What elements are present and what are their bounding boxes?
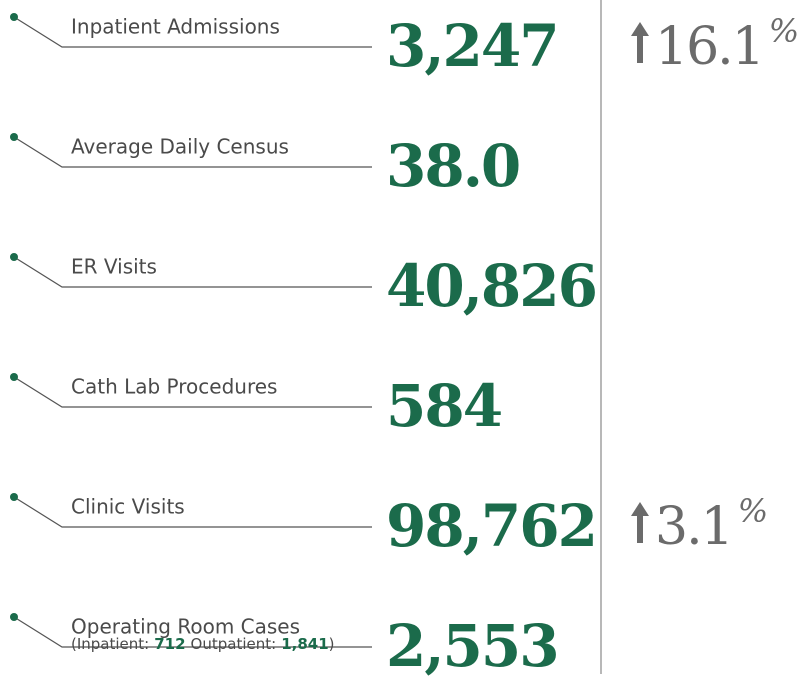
leader-line [13, 16, 372, 48]
note-label: Outpatient: [191, 635, 277, 653]
note-paren: ) [329, 635, 335, 653]
up-arrow [631, 502, 649, 543]
note-value: 712 [154, 635, 185, 653]
note-value: 1,841 [281, 635, 328, 653]
item-label: Inpatient Admissions [71, 15, 280, 39]
item-value: 98,762 [386, 492, 596, 560]
item-label: Cath Lab Procedures [71, 375, 277, 399]
bullet [10, 13, 18, 21]
leader-line [13, 616, 372, 648]
item-value: 2,553 [386, 612, 558, 680]
item-label: ER Visits [71, 255, 157, 279]
up-arrow [631, 22, 649, 63]
item-label: Clinic Visits [71, 495, 185, 519]
item-label: Operating Room Cases [71, 615, 300, 639]
leader-line [13, 256, 372, 288]
bullet [10, 493, 18, 501]
item-value: 3,247 [386, 12, 558, 80]
change-unit: % [769, 12, 798, 50]
change-value: 3.1 [655, 497, 732, 557]
item-note: (Inpatient: 712 Outpatient: 1,841) [71, 635, 335, 653]
note-paren: ( [71, 635, 77, 653]
note-label: Inpatient: [77, 635, 149, 653]
bullet [10, 133, 18, 141]
bullet [10, 253, 18, 261]
leader-line [13, 376, 372, 408]
item-label: Average Daily Census [71, 135, 289, 159]
leader-line [13, 136, 372, 168]
leader-line [13, 496, 372, 528]
item-value: 584 [386, 372, 501, 440]
change-text: 3.1% [655, 492, 767, 557]
bullet [10, 373, 18, 381]
item-value: 38.0 [386, 132, 519, 200]
change-value: 16.1 [655, 17, 763, 77]
change-unit: % [738, 492, 767, 530]
change-text: 16.1% [655, 12, 798, 77]
item-value: 40,826 [386, 252, 596, 320]
bullet [10, 613, 18, 621]
